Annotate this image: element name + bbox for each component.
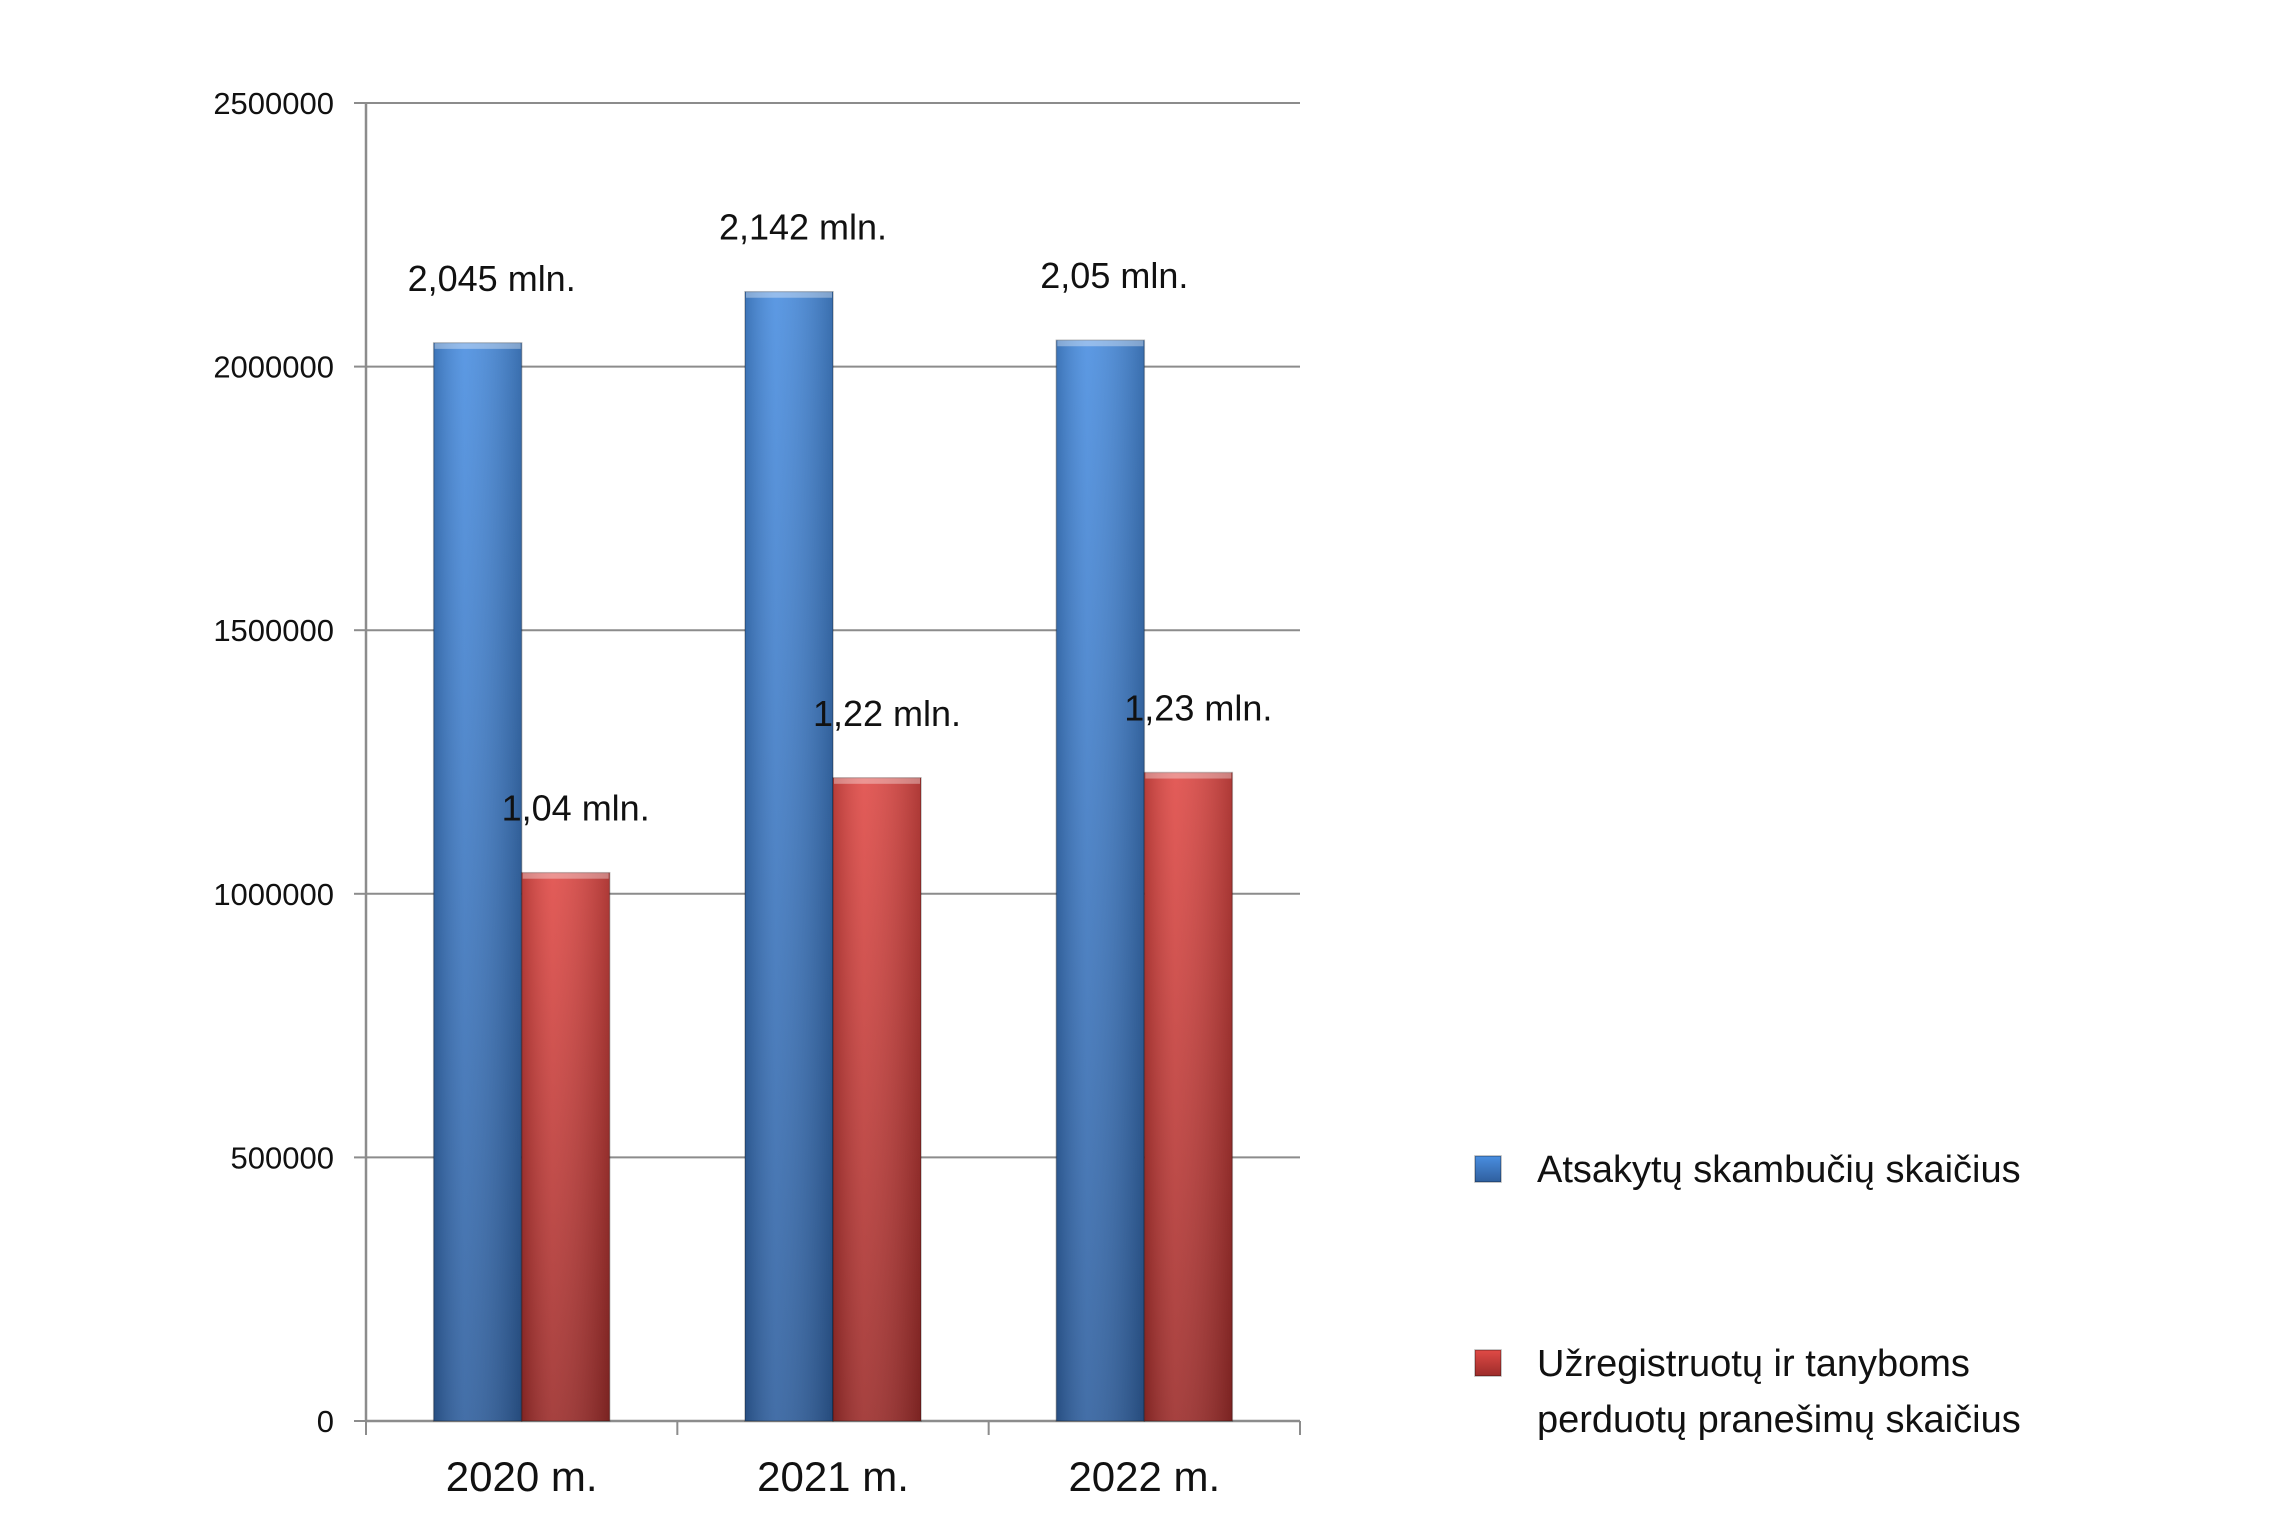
bar-shading [433, 342, 522, 1422]
bar-highlight [1145, 772, 1232, 779]
bar-shading [521, 872, 610, 1421]
data-label-series-1-1: 2,142 mln. [719, 207, 887, 248]
data-label-series-2-1: 1,22 mln. [813, 693, 961, 734]
y-tick-label: 2500000 [213, 86, 334, 121]
y-tick-label: 0 [317, 1404, 334, 1439]
legend-label-2: Užregistruotų ir tanyboms perduotų praneš… [1537, 1343, 2021, 1441]
data-label-series-1-0: 2,045 mln. [408, 258, 576, 299]
bar-shading [1144, 772, 1233, 1421]
x-category-label: 2022 m. [1068, 1453, 1220, 1500]
bars [432, 290, 1234, 1422]
y-tick-label: 1500000 [213, 613, 334, 648]
legend-label-1: Atsakytų skambučių skaičius [1537, 1149, 2021, 1191]
legend-swatch-2 [1474, 1349, 1502, 1377]
bar-highlight [746, 291, 832, 298]
bar-highlight [1057, 340, 1144, 347]
bar-highlight [434, 342, 521, 349]
legend: Atsakytų skambučių skaičius Užregistruotų… [1474, 1149, 2021, 1441]
x-category-label: 2020 m. [446, 1453, 598, 1500]
bar-highlight [522, 872, 609, 879]
bar-shading [745, 291, 833, 1422]
bar-highlight [834, 777, 920, 784]
data-labels: 2,045 mln. 1,04 mln. 2,142 mln. 1,22 mln. 2,… [408, 207, 1273, 829]
data-label-series-2-2: 1,23 mln. [1124, 688, 1272, 729]
data-label-series-2-0: 1,04 mln. [502, 788, 650, 829]
data-label-series-1-2: 2,05 mln. [1040, 255, 1188, 296]
bar-shading [833, 777, 921, 1421]
bar-shading [1056, 340, 1145, 1421]
x-category-label: 2021 m. [757, 1453, 909, 1500]
y-tick-label: 500000 [231, 1140, 334, 1175]
y-tick-label: 2000000 [213, 350, 334, 385]
legend-swatch-1 [1474, 1155, 1502, 1183]
y-tick-label: 1000000 [213, 877, 334, 912]
